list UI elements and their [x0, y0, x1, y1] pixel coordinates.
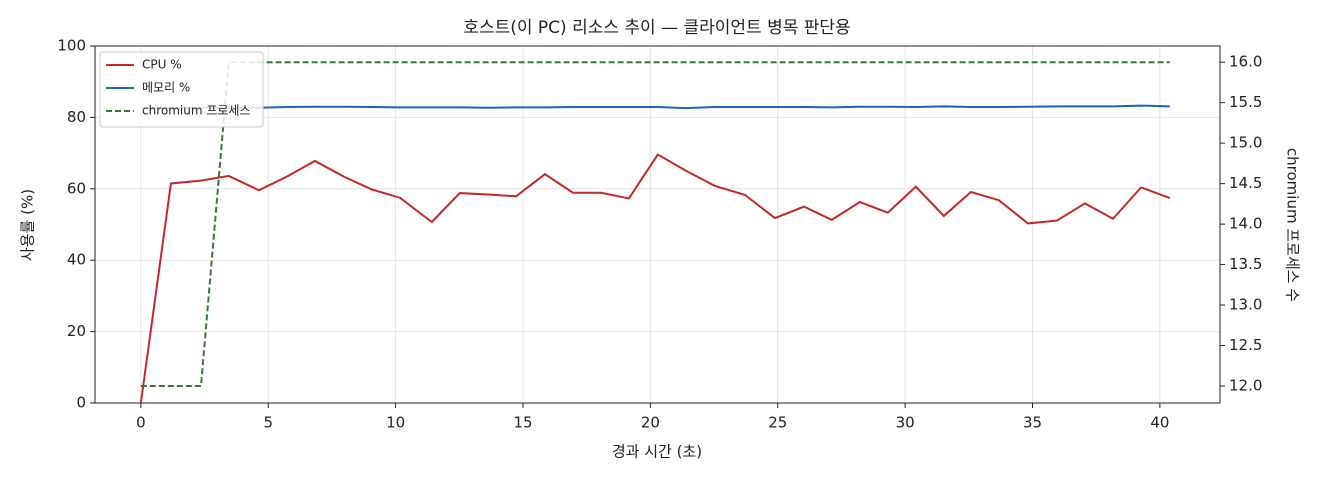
y-tick-label: 80 — [67, 108, 86, 126]
plot-frame — [94, 45, 1221, 404]
y2-tick-label: 12.5 — [1229, 336, 1262, 354]
y2-axis-label: chromium 프로세스 수 — [1284, 148, 1302, 302]
y2-tick-label: 14.5 — [1229, 174, 1262, 192]
y-tick-label: 60 — [67, 179, 86, 197]
series-line — [140, 61, 1170, 387]
legend: CPU % 메모리 % chromium 프로세스 — [99, 51, 264, 128]
chart-title: 호스트(이 PC) 리소스 추이 — 클라이언트 병목 판단용 — [463, 18, 850, 38]
x-tick-label: 30 — [896, 414, 915, 432]
series-line — [139, 153, 1171, 404]
series-line — [140, 104, 1170, 110]
x-tick-label: 40 — [1150, 414, 1169, 432]
legend-box — [99, 51, 264, 128]
y-tick-label: 100 — [57, 37, 86, 55]
y-tick-label: 40 — [67, 251, 86, 269]
legend-label: chromium 프로세스 — [142, 104, 251, 118]
y2-tick-label: 15.5 — [1229, 93, 1262, 111]
y2-tick-label: 15.0 — [1229, 134, 1262, 152]
y2-tick-label: 13.0 — [1229, 296, 1262, 314]
y-tick-label: 0 — [76, 394, 86, 412]
y-tick-label: 20 — [67, 322, 86, 340]
y-axis-label: 사용률 (%) — [19, 189, 37, 261]
x-tick-label: 15 — [513, 414, 532, 432]
x-tick-label: 5 — [263, 414, 273, 432]
y2-tick-label: 14.0 — [1229, 215, 1262, 233]
y2-tick-label: 16.0 — [1229, 53, 1262, 71]
x-tick-label: 20 — [641, 414, 660, 432]
x-tick-label: 0 — [136, 414, 146, 432]
legend-label: CPU % — [142, 58, 182, 72]
y2-tick-label: 12.0 — [1229, 377, 1262, 395]
y2-tick-label: 13.5 — [1229, 255, 1262, 273]
legend-label: 메모리 % — [142, 81, 190, 95]
x-tick-label: 35 — [1023, 414, 1042, 432]
x-tick-label: 25 — [768, 414, 787, 432]
x-tick-label: 10 — [386, 414, 405, 432]
x-axis-label: 경과 시간 (초) — [612, 443, 702, 461]
